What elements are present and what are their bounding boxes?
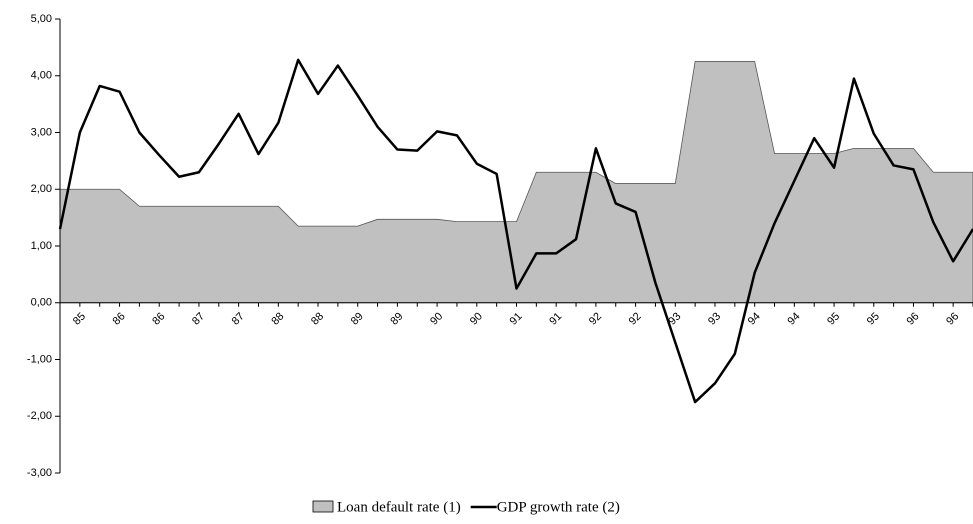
x-tick-label: 96: [904, 310, 921, 327]
x-tick-label: 96: [944, 310, 961, 327]
legend-swatch: [312, 500, 334, 513]
x-tick-label: 86: [111, 310, 128, 327]
x-tick-label: 89: [388, 310, 405, 327]
x-tick-label: 94: [785, 310, 802, 327]
x-tick-label: 91: [508, 310, 525, 327]
x-tick-label: 86: [150, 310, 167, 327]
x-tick-label: 92: [587, 310, 604, 327]
line: [58, 58, 973, 404]
x-tick-label: 95: [825, 310, 842, 327]
y-tick-label: -3,00: [27, 467, 52, 479]
legend: Loan default rate (1) GDP growth rate (2): [312, 499, 620, 515]
x-tick-label: 87: [230, 310, 247, 327]
area: [59, 61, 973, 304]
x-tick-label: 90: [428, 310, 445, 327]
y-tick-label: 0,00: [31, 297, 52, 309]
x-tick-label: 88: [269, 310, 286, 327]
x-tick-label: 95: [865, 310, 882, 327]
y-tick-label: 5,00: [31, 13, 52, 25]
x-tick-label: 89: [349, 310, 366, 327]
legend-label: Loan default rate (1): [337, 499, 461, 515]
y-tick-label: 3,00: [31, 126, 52, 138]
x-tick-label: 93: [706, 310, 723, 327]
y-tick-label: 2,00: [31, 183, 52, 195]
y-tick-label: -1,00: [27, 353, 52, 365]
x-tick-label: 90: [468, 310, 485, 327]
y-tick-label: 4,00: [31, 70, 52, 82]
y-tick-label: -2,00: [27, 410, 52, 422]
y-tick-label: 1,00: [31, 240, 52, 252]
x-tick-label: 88: [309, 310, 326, 327]
x-tick-label: 85: [71, 310, 88, 327]
x-tick-label: 92: [627, 310, 644, 327]
legend-label: GDP growth rate (2): [497, 499, 620, 515]
x-tick-label: 94: [746, 310, 763, 327]
x-tick-label: 87: [190, 310, 207, 327]
x-tick-label: 91: [547, 310, 564, 327]
